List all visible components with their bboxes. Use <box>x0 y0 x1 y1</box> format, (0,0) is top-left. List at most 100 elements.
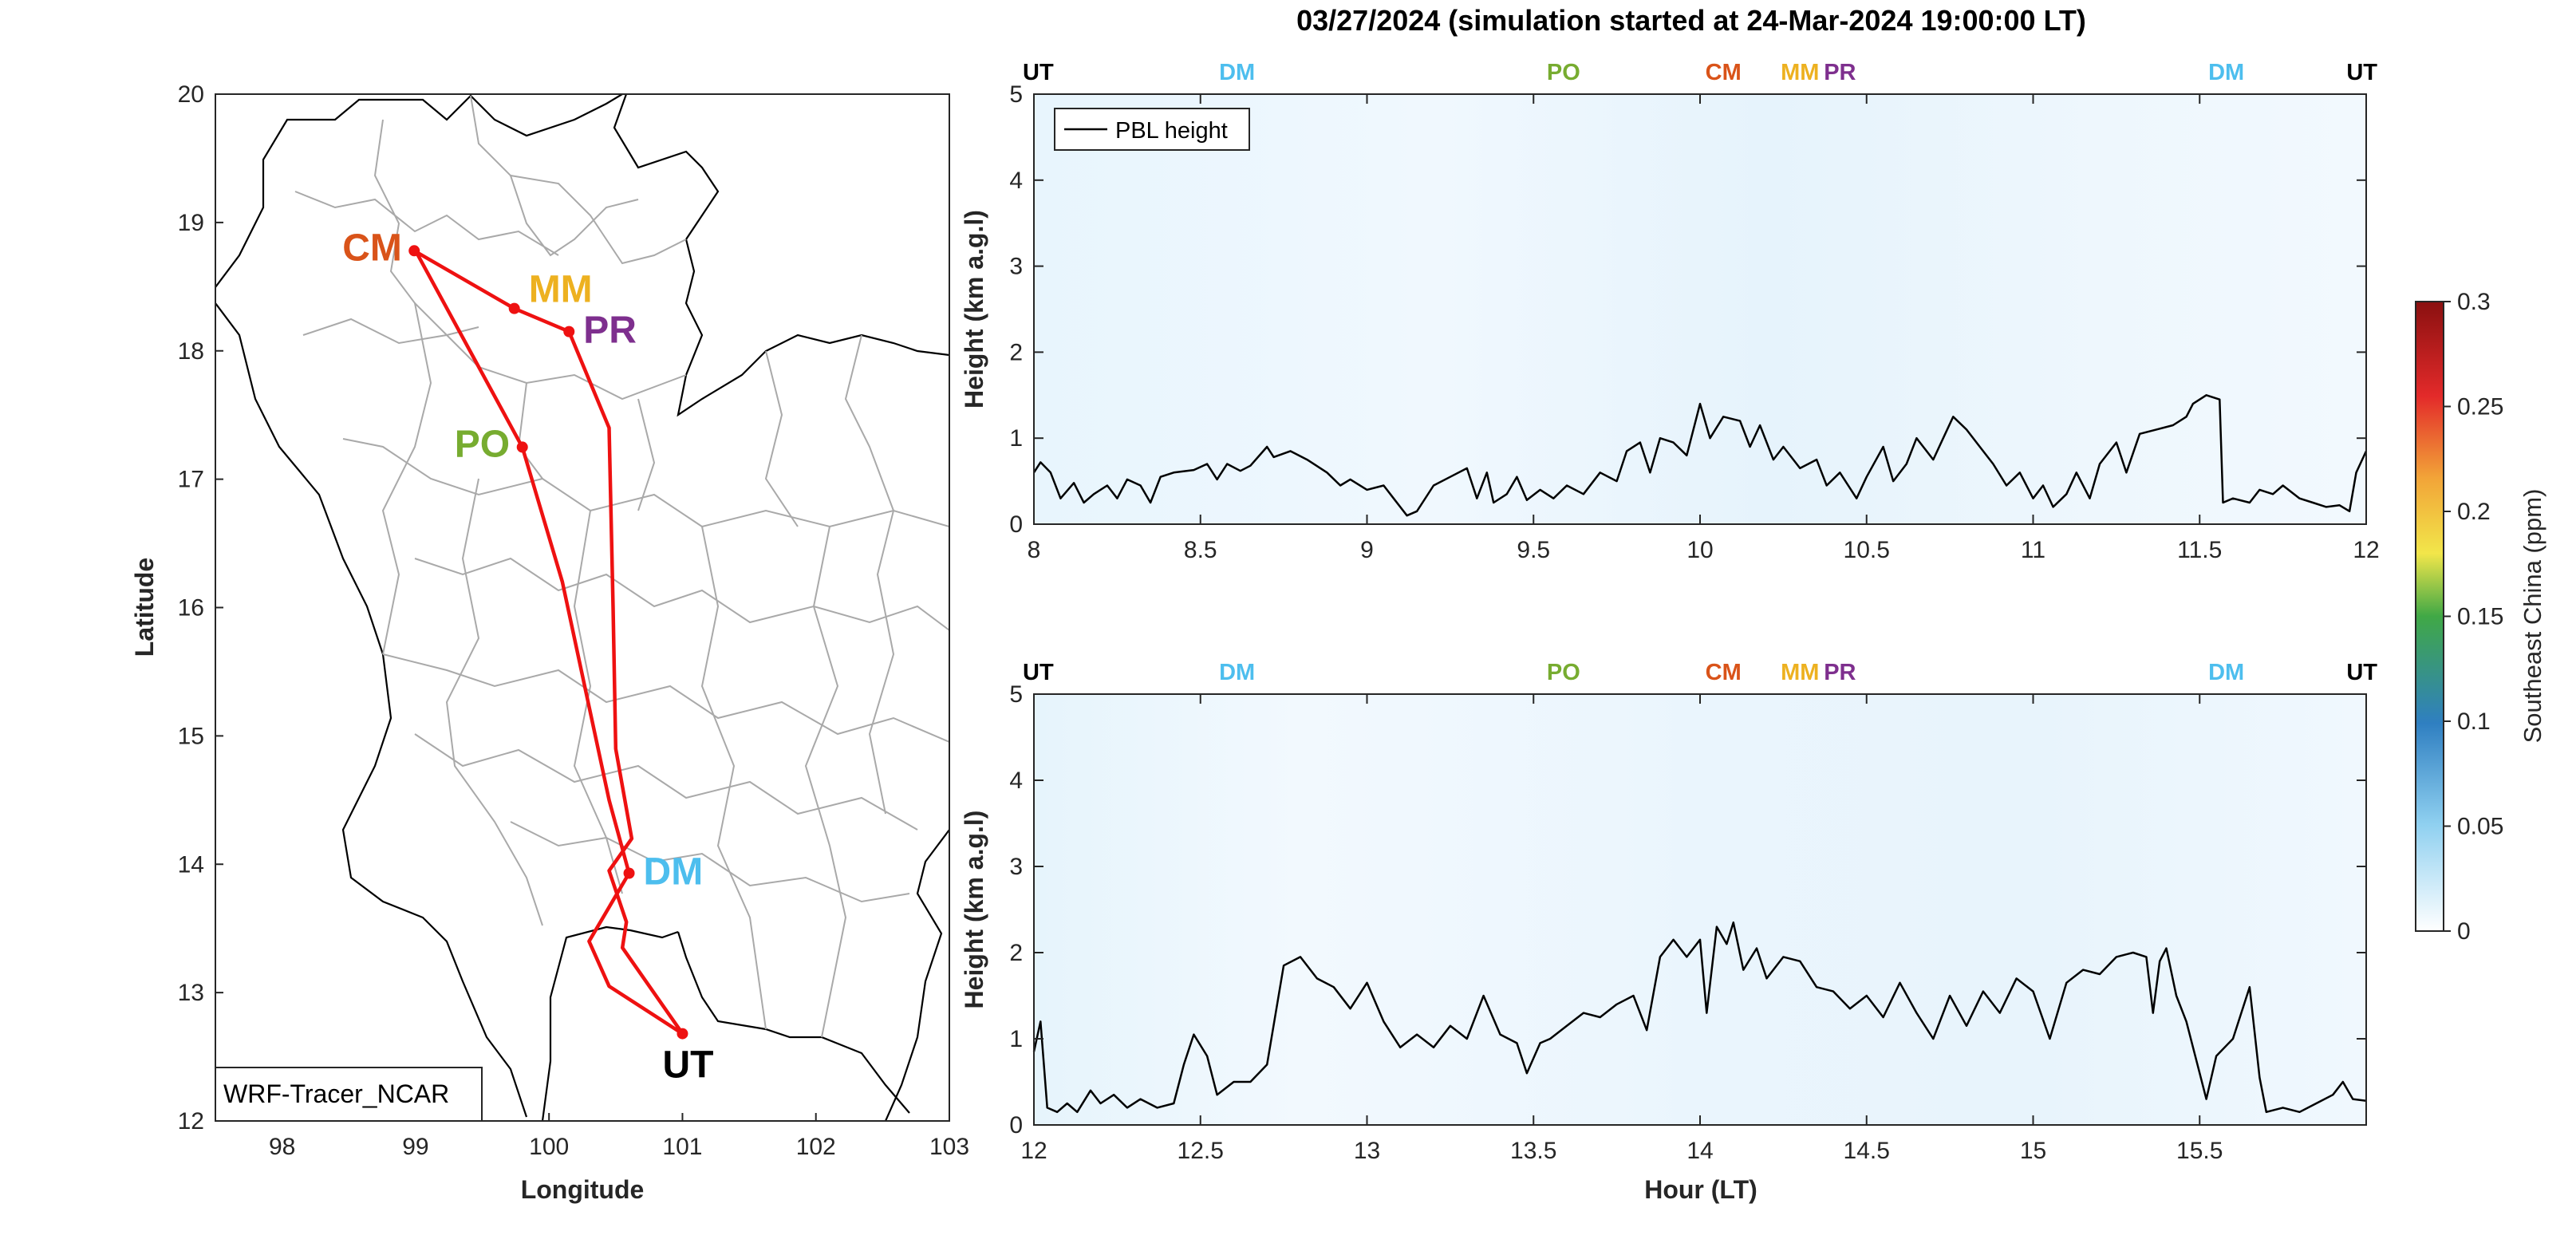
place-label-ut: UT <box>662 1044 713 1087</box>
y-tick-label: 3 <box>1009 854 1023 880</box>
map-y-tick-label: 12 <box>178 1108 204 1135</box>
colorbar-tick-label: 0.25 <box>2457 394 2503 420</box>
x-tick-label: 15 <box>2020 1138 2046 1164</box>
coastline <box>541 925 910 1121</box>
place-label-pr: PR <box>583 310 637 352</box>
map-y-tick-label: 19 <box>178 210 204 236</box>
location-marker-mm: MM <box>1781 60 1819 85</box>
place-dot-cm <box>408 245 420 257</box>
location-marker-po: PO <box>1547 660 1580 685</box>
y-axis-label: Height (km a.g.l) <box>960 210 988 408</box>
location-marker-ut: UT <box>2346 660 2377 685</box>
y-tick-label: 2 <box>1009 339 1023 365</box>
place-dot-ut <box>677 1028 688 1040</box>
colorbar-tick-label: 0.2 <box>2457 499 2491 525</box>
map-y-ticks: 12 13 14 15 16 17 18 19 20 <box>178 81 223 1135</box>
location-marker-cm: CM <box>1706 60 1742 85</box>
x-tick-label: 12 <box>1020 1138 1047 1164</box>
y-tick-label: 4 <box>1009 168 1023 194</box>
location-marker-dm: DM <box>1219 60 1255 85</box>
x-tick-label: 9.5 <box>1517 537 1550 563</box>
location-marker-ut: UT <box>2346 60 2377 85</box>
map-x-tick-label: 103 <box>929 1134 969 1160</box>
map-x-tick-label: 102 <box>796 1134 836 1160</box>
bottom-xlabel: Hour (LT) <box>1644 1175 1757 1204</box>
place-label-mm: MM <box>529 269 593 311</box>
label-box <box>215 1067 483 1122</box>
colorbar-tick-label: 0 <box>2457 918 2471 945</box>
y-tick-label: 4 <box>1009 768 1023 794</box>
map-x-tick-label: 100 <box>529 1134 569 1160</box>
y-axis-label: Height (km a.g.l) <box>960 811 988 1009</box>
map-y-tick-label: 18 <box>178 338 204 365</box>
x-tick-label: 11.5 <box>2177 537 2222 563</box>
x-tick-label: 10.5 <box>1844 537 1890 563</box>
colorbar-tick-label: 0.15 <box>2457 604 2503 630</box>
x-tick-label: 12.5 <box>1178 1138 1224 1164</box>
x-tick-label: 13.5 <box>1510 1138 1556 1164</box>
location-marker-dm: DM <box>2208 660 2244 685</box>
map-axes-frame <box>215 93 950 1122</box>
province-borders <box>294 95 949 1038</box>
colorbar-ticks: 0 0.05 0.1 0.15 0.2 0.25 0.3 <box>2444 289 2503 945</box>
map-y-tick-label: 16 <box>178 595 204 622</box>
tracer-shading <box>1034 94 2366 524</box>
location-marker-pr: PR <box>1824 60 1856 85</box>
colorbar-tick-label: 0.05 <box>2457 814 2503 840</box>
x-tick-label: 15.5 <box>2176 1138 2223 1164</box>
location-marker-ut: UT <box>1023 660 1054 685</box>
y-tick-label: 1 <box>1009 425 1023 452</box>
map-boundaries <box>215 94 949 1121</box>
colorbar-tick-label: 0.1 <box>2457 708 2491 735</box>
place-dot-mm <box>508 302 520 314</box>
legend-label: PBL height <box>1115 118 1228 144</box>
y-tick-label: 1 <box>1009 1026 1023 1052</box>
place-label-po: PO <box>455 423 510 465</box>
x-tick-label: 13 <box>1354 1138 1380 1164</box>
map-x-tick-label: 101 <box>662 1134 702 1160</box>
place-label-dm: DM <box>644 851 704 894</box>
label-box-text: WRF-Tracer_NCAR <box>223 1079 449 1108</box>
map-y-tick-label: 17 <box>178 467 204 493</box>
location-marker-dm: DM <box>1219 660 1255 685</box>
map-x-tick-label: 99 <box>402 1134 428 1160</box>
map-y-tick-label: 15 <box>178 723 204 749</box>
y-tick-label: 0 <box>1009 511 1023 538</box>
x-tick-label: 10 <box>1686 537 1713 563</box>
x-tick-label: 11 <box>2021 537 2045 563</box>
location-marker-ut: UT <box>1023 60 1054 85</box>
place-label-cm: CM <box>342 227 402 269</box>
x-tick-label: 8 <box>1028 537 1041 563</box>
location-marker-cm: CM <box>1706 660 1742 685</box>
tracer-shading <box>1034 694 2366 1125</box>
map-x-tick-label: 98 <box>269 1134 295 1160</box>
map-xlabel: Longitude <box>521 1175 645 1204</box>
map-ylabel: Latitude <box>130 558 159 657</box>
location-marker-mm: MM <box>1781 660 1819 685</box>
x-tick-label: 12 <box>2353 537 2379 563</box>
colorbar-gradient <box>2415 301 2444 932</box>
map-y-tick-label: 14 <box>178 851 204 878</box>
colorbar: 0 0.05 0.1 0.15 0.2 0.25 0.3 Southeast China (… <box>2415 289 2546 945</box>
pbl-height-line <box>1032 394 2368 517</box>
country-border <box>215 94 949 1121</box>
y-tick-label: 3 <box>1009 254 1023 280</box>
x-tick-label: 14 <box>1686 1138 1713 1164</box>
y-tick-label: 5 <box>1009 81 1023 108</box>
map-y-tick-label: 13 <box>178 980 204 1006</box>
colorbar-tick-label: 0.3 <box>2457 289 2491 315</box>
x-tick-label: 8.5 <box>1184 537 1217 563</box>
location-marker-po: PO <box>1547 60 1580 85</box>
y-tick-label: 2 <box>1009 940 1023 966</box>
location-marker-pr: PR <box>1824 660 1856 685</box>
colorbar-label: Southeast China (ppm) <box>2519 489 2546 744</box>
place-dot-pr <box>563 326 575 337</box>
map-y-tick-label: 20 <box>178 81 204 108</box>
x-tick-label: 14.5 <box>1844 1138 1890 1164</box>
y-tick-label: 5 <box>1009 681 1023 708</box>
